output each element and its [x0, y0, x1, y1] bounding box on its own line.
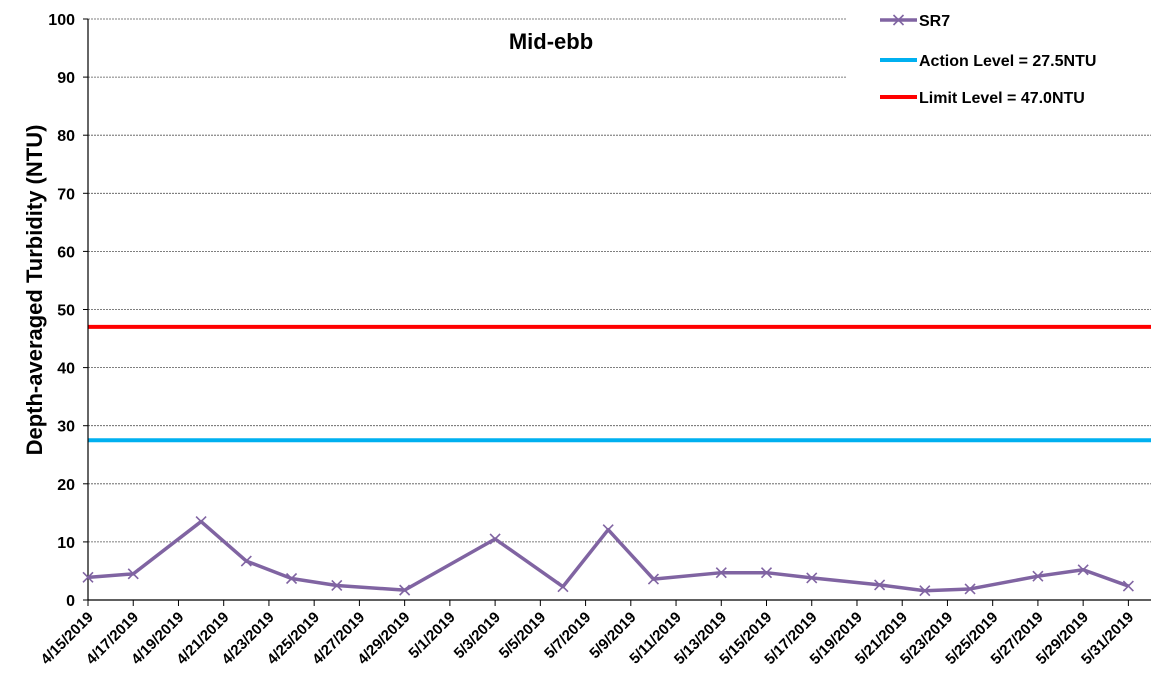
marker-stroke: [715, 567, 727, 579]
series-line: [87, 519, 1129, 593]
y-tick-label: 70: [57, 186, 75, 203]
marker-stroke: [127, 568, 139, 580]
data-point: [331, 579, 343, 592]
marker-stroke: [874, 579, 886, 591]
y-tick-label: 0: [66, 593, 75, 610]
y-tick-label: 100: [48, 12, 75, 29]
marker-stroke: [1122, 580, 1134, 592]
reference-lines: [88, 324, 1151, 443]
marker-stroke: [489, 533, 501, 545]
marker-stroke: [557, 581, 569, 593]
marker-stroke: [919, 585, 931, 597]
chart-title: Mid-ebb: [509, 29, 593, 54]
y-axis-label: Depth-averaged Turbidity (NTU): [22, 125, 47, 456]
legend: SR7 Action Level = 27.5NTU Limit Level = 4…: [880, 13, 1096, 107]
marker-stroke: [602, 524, 614, 536]
marker-stroke: [647, 573, 659, 585]
data-point: [1077, 564, 1089, 576]
y-tick-labels: 0 10 20 30 40 50 60 70 80 90 100: [48, 12, 75, 610]
data-point: [874, 579, 886, 591]
data-point: [602, 524, 614, 536]
legend-label-action: Action Level = 27.5NTU: [919, 53, 1096, 70]
marker-stroke: [399, 584, 411, 596]
marker-stroke: [285, 572, 298, 585]
x-tick-label: 5/1/2019: [405, 609, 458, 662]
data-point: [715, 567, 727, 579]
x-tick-label: 5/3/2019: [451, 609, 504, 662]
data-point: [285, 572, 298, 585]
marker-stroke: [806, 572, 818, 584]
legend-label-sr7: SR7: [919, 13, 950, 30]
data-point: [760, 567, 773, 579]
data-point: [919, 585, 931, 597]
legend-label-limit: Limit Level = 47.0NTU: [919, 90, 1085, 107]
y-tick-label: 30: [57, 419, 75, 436]
y-tick-label: 20: [57, 477, 75, 494]
data-point: [399, 584, 411, 596]
marker-stroke: [240, 555, 252, 567]
y-tick-label: 80: [57, 128, 75, 145]
x-tick-label: 5/5/2019: [496, 609, 549, 662]
marker-stroke: [760, 567, 773, 579]
y-tick-label: 10: [57, 535, 75, 552]
data-point: [489, 533, 501, 545]
y-tick-label: 50: [57, 303, 75, 320]
axes: [83, 18, 1151, 606]
legend-marker: [892, 14, 905, 26]
y-tick-label: 90: [57, 70, 75, 87]
data-point: [127, 568, 139, 580]
y-tick-label: 40: [57, 361, 75, 378]
gridlines: [88, 18, 1151, 543]
data-point: [82, 571, 94, 583]
marker-stroke: [82, 571, 94, 583]
marker-stroke: [331, 579, 343, 592]
data-point: [1032, 570, 1044, 582]
data-point: [647, 573, 659, 585]
data-point: [195, 515, 207, 528]
series-sr7: [82, 515, 1134, 597]
marker-stroke: [195, 515, 207, 528]
data-point: [964, 583, 976, 595]
data-point: [240, 555, 252, 567]
data-point: [1122, 580, 1134, 592]
marker-stroke: [964, 583, 976, 595]
marker-stroke: [1032, 570, 1044, 582]
data-point: [806, 572, 818, 584]
y-tick-label: 60: [57, 244, 75, 261]
x-tick-labels: 4/15/20194/17/20194/19/20194/21/20194/23…: [38, 609, 1138, 668]
data-point: [557, 581, 569, 593]
marker-stroke: [1077, 564, 1089, 576]
x-tick-label: 5/7/2019: [541, 609, 594, 662]
